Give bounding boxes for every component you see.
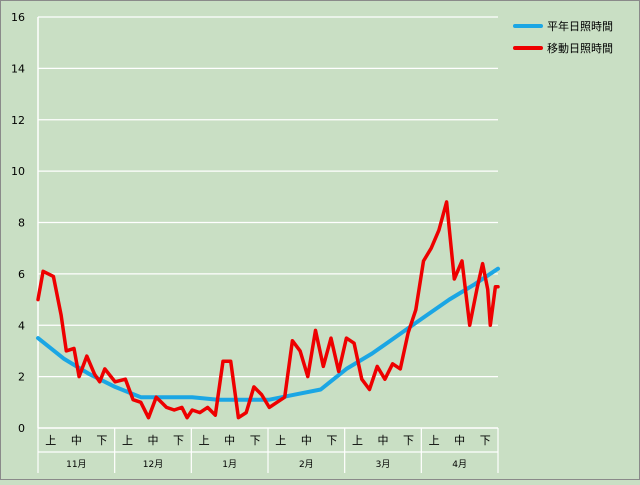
x-tick-label-decade: 上 bbox=[122, 434, 133, 447]
x-tick-label-decade: 上 bbox=[199, 434, 210, 447]
x-tick-label-decade: 中 bbox=[148, 434, 159, 447]
grid-lines bbox=[37, 16, 498, 429]
x-tick-label-decade: 上 bbox=[45, 434, 56, 447]
legend-swatch-moving bbox=[513, 46, 543, 50]
x-tick-label-month: 12月 bbox=[143, 459, 163, 470]
x-tick-label-month: 1月 bbox=[222, 459, 237, 470]
legend-label-moving: 移動日照時間 bbox=[547, 42, 613, 55]
x-tick-label-decade: 中 bbox=[378, 434, 389, 447]
x-tick-label-month: 3月 bbox=[376, 459, 391, 470]
y-axis-ticks: 0 2 4 6 8 10 12 14 16 bbox=[11, 11, 25, 435]
x-tick-label-decade: 中 bbox=[71, 434, 82, 447]
y-tick-label: 6 bbox=[18, 268, 25, 281]
y-tick-label: 4 bbox=[18, 319, 25, 332]
x-tick-label-month: 2月 bbox=[299, 459, 314, 470]
x-tick-label-decade: 下 bbox=[173, 434, 184, 447]
series-line-moving bbox=[36, 200, 500, 420]
x-tick-label-decade: 中 bbox=[301, 434, 312, 447]
series-line-normal bbox=[36, 266, 500, 402]
legend-item-moving: 移動日照時間 bbox=[513, 37, 613, 59]
y-tick-label: 2 bbox=[18, 371, 25, 384]
x-tick-label-decade: 下 bbox=[326, 434, 337, 447]
x-tick-label-decade: 中 bbox=[224, 434, 235, 447]
x-tick-label-decade: 上 bbox=[429, 434, 440, 447]
x-tick-label-month: 11月 bbox=[66, 459, 86, 470]
x-tick-label-decade: 下 bbox=[480, 434, 491, 447]
legend-swatch-normal bbox=[513, 24, 543, 28]
legend-label-normal: 平年日照時間 bbox=[547, 20, 613, 33]
x-tick-label-decade: 中 bbox=[454, 434, 465, 447]
series-lines bbox=[36, 200, 500, 420]
x-tick-label-decade: 上 bbox=[352, 434, 363, 447]
x-tick-label-month: 4月 bbox=[452, 459, 467, 470]
x-tick-label-decade: 下 bbox=[250, 434, 261, 447]
x-tick-label-decade: 上 bbox=[275, 434, 286, 447]
y-tick-label: 0 bbox=[18, 422, 25, 435]
y-tick-label: 12 bbox=[11, 114, 25, 127]
y-tick-label: 10 bbox=[11, 165, 25, 178]
y-tick-label: 16 bbox=[11, 11, 25, 24]
legend-item-normal: 平年日照時間 bbox=[513, 15, 613, 37]
y-tick-label: 8 bbox=[18, 217, 25, 230]
x-tick-label-decade: 下 bbox=[403, 434, 414, 447]
legend: 平年日照時間 移動日照時間 bbox=[513, 15, 613, 59]
y-tick-label: 14 bbox=[11, 62, 25, 75]
x-axis: 上 中 下 11月 上 中 下 12月 上 中 下 1月 上 中 下 2月 上 中 下 3月 上 中 下 4月 bbox=[37, 428, 499, 473]
x-tick-label-decade: 下 bbox=[96, 434, 107, 447]
